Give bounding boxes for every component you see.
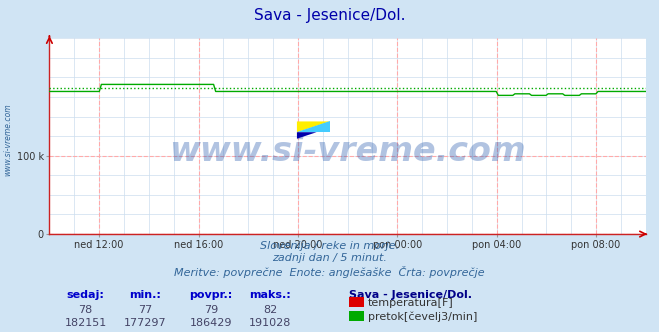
Text: Slovenija / reke in morje.: Slovenija / reke in morje. [260,241,399,251]
Text: zadnji dan / 5 minut.: zadnji dan / 5 minut. [272,253,387,263]
Text: temperatura[F]: temperatura[F] [368,298,453,308]
Text: 82: 82 [263,305,277,315]
Text: povpr.:: povpr.: [189,290,233,300]
Text: 191028: 191028 [249,318,291,328]
Text: 79: 79 [204,305,218,315]
Text: 78: 78 [78,305,93,315]
Text: Meritve: povprečne  Enote: anglešaške  Črta: povprečje: Meritve: povprečne Enote: anglešaške Črt… [174,266,485,278]
Polygon shape [297,122,330,132]
Text: min.:: min.: [129,290,161,300]
Text: Sava - Jesenice/Dol.: Sava - Jesenice/Dol. [349,290,473,300]
Polygon shape [297,132,316,139]
Text: 182151: 182151 [65,318,107,328]
Text: 77: 77 [138,305,152,315]
Text: www.si-vreme.com: www.si-vreme.com [169,135,526,168]
Text: maks.:: maks.: [249,290,291,300]
Text: www.si-vreme.com: www.si-vreme.com [3,103,13,176]
Text: Sava - Jesenice/Dol.: Sava - Jesenice/Dol. [254,8,405,23]
Text: pretok[čevelj3/min]: pretok[čevelj3/min] [368,311,477,322]
Text: sedaj:: sedaj: [67,290,105,300]
Polygon shape [297,122,330,132]
Text: 186429: 186429 [190,318,232,328]
Text: 177297: 177297 [124,318,166,328]
